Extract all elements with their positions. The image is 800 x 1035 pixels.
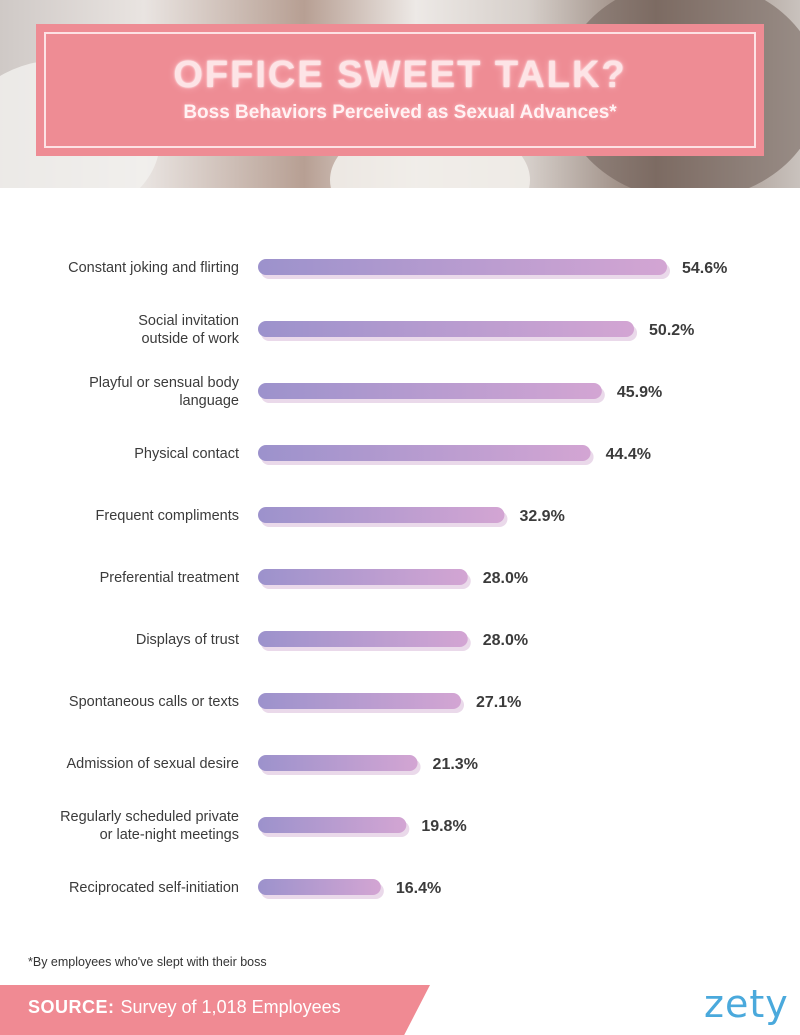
- bar-group: Physical contact 44.4%: [134, 445, 651, 465]
- bar: [258, 755, 418, 771]
- title-banner: OFFICE SWEET TALK? Boss Behaviors Percei…: [36, 24, 764, 156]
- bar-group: Regularly scheduled private or late-night…: [60, 809, 467, 843]
- bar-chart: Constant joking and flirting 54.6% Social …: [0, 230, 800, 930]
- bar-group: Frequent compliments 32.9%: [96, 507, 565, 527]
- category-label: Preferential treatment: [100, 570, 239, 586]
- source-text: SOURCE: Survey of 1,018 Employees: [28, 997, 341, 1018]
- category-label: Social invitation outside of work: [138, 313, 239, 347]
- source-label: SOURCE:: [28, 997, 115, 1017]
- category-label: Displays of trust: [136, 632, 239, 648]
- category-label: Reciprocated self-initiation: [69, 880, 239, 896]
- value-label: 27.1%: [476, 694, 521, 711]
- bar: [258, 631, 468, 647]
- bar: [258, 507, 504, 523]
- bar: [258, 879, 381, 895]
- bar-group: Admission of sexual desire 21.3%: [67, 755, 478, 775]
- source-banner: SOURCE: Survey of 1,018 Employees: [0, 985, 430, 1035]
- bar: [258, 383, 602, 399]
- bar-group: Playful or sensual body language 45.9%: [89, 375, 662, 409]
- bar-group: Displays of trust 28.0%: [136, 631, 528, 651]
- value-label: 28.0%: [483, 632, 528, 649]
- bar: [258, 817, 406, 833]
- bar-group: Social invitation outside of work 50.2%: [138, 313, 694, 347]
- category-label: Constant joking and flirting: [68, 260, 239, 276]
- bar-group: Constant joking and flirting 54.6%: [68, 259, 727, 279]
- chart-subtitle: Boss Behaviors Perceived as Sexual Advan…: [36, 102, 764, 124]
- bar-group: Preferential treatment 28.0%: [100, 569, 529, 589]
- bar: [258, 569, 468, 585]
- bar: [258, 693, 461, 709]
- value-label: 45.9%: [617, 384, 662, 401]
- value-label: 21.3%: [433, 756, 478, 773]
- value-label: 44.4%: [606, 446, 651, 463]
- value-label: 50.2%: [649, 322, 694, 339]
- value-label: 32.9%: [519, 508, 564, 525]
- source-description: Survey of 1,018 Employees: [121, 997, 341, 1017]
- chart-title: OFFICE SWEET TALK?: [36, 54, 764, 97]
- category-label: Playful or sensual body language: [89, 375, 240, 409]
- bar: [258, 321, 634, 337]
- value-label: 54.6%: [682, 260, 727, 277]
- value-label: 28.0%: [483, 570, 528, 587]
- bar-group: Reciprocated self-initiation 16.4%: [69, 879, 441, 899]
- bar: [258, 259, 667, 275]
- value-label: 16.4%: [396, 880, 441, 897]
- category-label: Regularly scheduled private or late-night…: [60, 809, 239, 843]
- footnote: *By employees who've slept with their bo…: [28, 955, 267, 969]
- value-label: 19.8%: [421, 818, 466, 835]
- category-label: Spontaneous calls or texts: [69, 694, 239, 710]
- category-label: Admission of sexual desire: [67, 756, 239, 772]
- zety-logo[interactable]: zety: [704, 982, 789, 1026]
- category-label: Physical contact: [134, 446, 239, 462]
- bar-group: Spontaneous calls or texts 27.1%: [69, 693, 521, 713]
- category-label: Frequent compliments: [96, 508, 239, 524]
- bar: [258, 445, 591, 461]
